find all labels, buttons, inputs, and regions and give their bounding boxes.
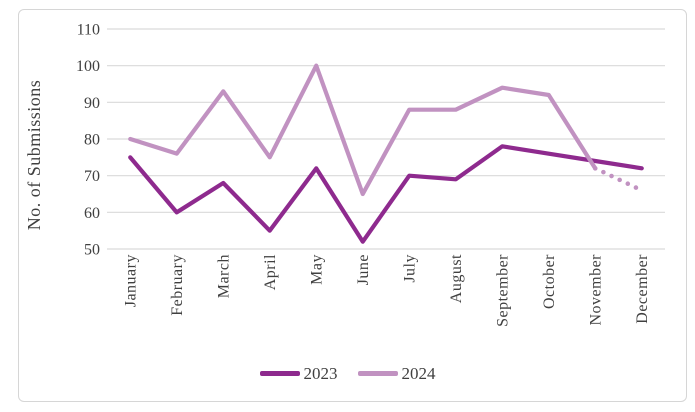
x-tick-label-march: March: [215, 254, 232, 298]
y-tick-label-50: 50: [84, 242, 100, 259]
y-tick-label-90: 90: [84, 95, 100, 112]
x-tick-label-february: February: [169, 254, 186, 316]
x-tick-label-august: August: [448, 254, 465, 303]
x-tick-label-july: July: [401, 254, 418, 283]
legend-item-2023: 2023: [259, 363, 338, 383]
y-tick-label-80: 80: [84, 132, 100, 149]
legend-label-2024: 2024: [401, 363, 436, 383]
x-tick-label-may: May: [308, 254, 325, 285]
legend-item-2024: 2024: [357, 363, 436, 383]
x-tick-label-september: September: [494, 254, 511, 327]
x-tick-label-june: June: [355, 254, 372, 285]
y-tick-label-60: 60: [84, 205, 100, 222]
legend-label-2023: 2023: [303, 363, 338, 383]
y-tick-label-110: 110: [77, 22, 100, 39]
x-tick-label-october: October: [541, 254, 558, 309]
y-axis-title: No. of Submissions: [24, 79, 44, 231]
chart-frame: [18, 9, 687, 402]
x-tick-label-april: April: [262, 254, 279, 290]
x-tick-label-december: December: [634, 254, 651, 324]
series-line-2023: [128, 144, 644, 244]
series-line-2024: [128, 63, 598, 197]
series-line-2024-projection: [592, 166, 645, 193]
x-tick-label-november: November: [587, 254, 604, 326]
legend-line-swatch-2023: [259, 370, 300, 376]
x-tick-label-january: January: [122, 254, 139, 307]
legend: 2023 2024: [0, 361, 695, 385]
legend-line-swatch-2024: [357, 370, 398, 376]
y-tick-label-100: 100: [76, 58, 100, 75]
y-tick-label-70: 70: [84, 168, 100, 185]
